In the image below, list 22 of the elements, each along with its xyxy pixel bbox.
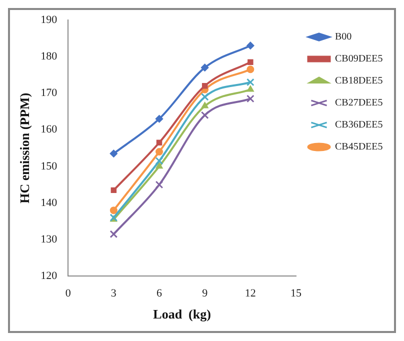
y-tick-label: 140 [40, 196, 58, 209]
y-tick-label: 170 [40, 87, 58, 100]
legend-label: CB36DEE5 [335, 120, 383, 131]
legend-label: CB45DEE5 [335, 142, 383, 153]
y-tick-label: 180 [40, 50, 58, 62]
legend-label: B00 [335, 32, 352, 43]
y-tick-label: 160 [40, 124, 58, 136]
legend-label: CB09DEE5 [335, 54, 383, 65]
x-axis-title: Load (kg) [153, 306, 211, 322]
x-tick-label: 0 [65, 288, 72, 300]
x-tick-label: 15 [290, 288, 302, 300]
x-tick-label: 12 [244, 288, 256, 300]
y-tick-label: 190 [40, 14, 58, 26]
legend-label: CB27DEE5 [335, 98, 383, 109]
x-tick-label: 6 [156, 288, 163, 300]
x-tick-label: 9 [202, 288, 208, 300]
x-tick-label: 3 [110, 288, 117, 300]
y-axis-title: HC emission (PPM) [17, 92, 32, 204]
legend-label: CB18DEE5 [335, 76, 383, 87]
y-tick-label: 130 [40, 233, 58, 246]
y-tick-label: 150 [40, 160, 58, 172]
y-tick-label: 120 [40, 270, 58, 282]
